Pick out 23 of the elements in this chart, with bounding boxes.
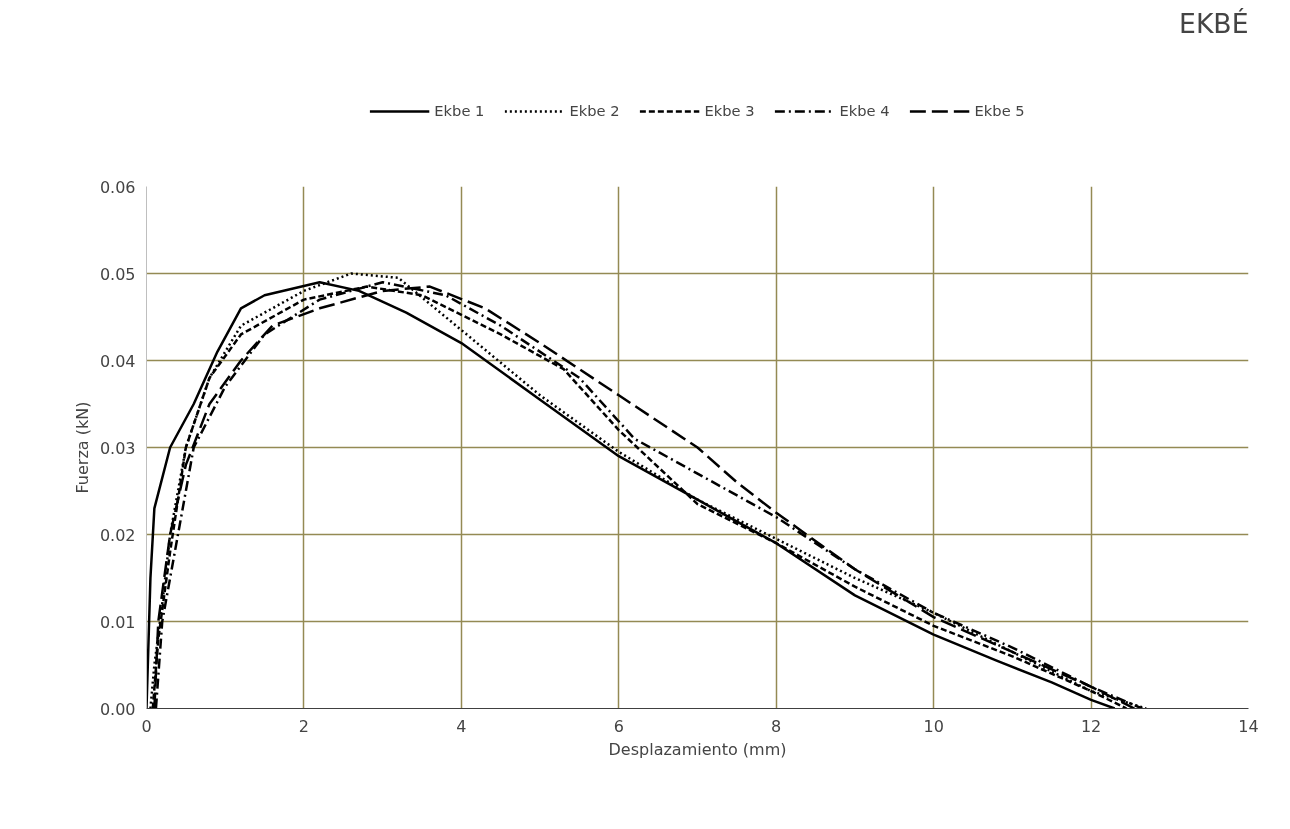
legend-label: Ekbe 3 <box>704 102 755 119</box>
legend-label: Ekbe 1 <box>434 102 485 119</box>
y-tick-label: 0.04 <box>99 351 136 371</box>
chart-title: EKBÉ <box>1179 7 1249 39</box>
legend-label: Ekbe 5 <box>974 102 1025 119</box>
legend-label: Ekbe 2 <box>569 102 620 119</box>
x-tick-label: 14 <box>1238 716 1259 736</box>
x-tick-label: 6 <box>613 716 624 736</box>
y-tick-label: 0.02 <box>99 525 136 545</box>
y-tick-label: 0.00 <box>99 699 136 719</box>
x-tick-label: 2 <box>298 716 310 736</box>
y-tick-label: 0.03 <box>99 438 136 458</box>
y-axis-title: Fuerza (kN) <box>72 401 92 494</box>
x-tick-label: 8 <box>771 716 782 736</box>
y-tick-label: 0.06 <box>99 177 136 197</box>
x-tick-label: 4 <box>456 716 467 736</box>
y-tick-label: 0.01 <box>99 612 136 632</box>
legend-label: Ekbe 4 <box>839 102 890 119</box>
x-tick-label: 10 <box>923 716 944 736</box>
y-tick-label: 0.05 <box>99 264 136 284</box>
x-axis-title: Desplazamiento (mm) <box>608 739 787 759</box>
x-tick-label: 12 <box>1080 716 1102 736</box>
x-tick-label: 0 <box>141 716 152 736</box>
